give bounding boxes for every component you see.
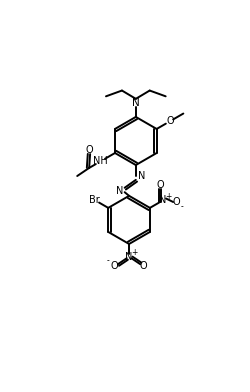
Text: N: N [126,252,133,262]
Text: O: O [157,180,164,190]
Text: +: + [131,248,138,256]
Text: O: O [140,261,147,271]
Text: Br: Br [89,195,100,205]
Text: +: + [165,192,171,201]
Text: O: O [86,145,94,155]
Text: O: O [166,116,174,126]
Text: -: - [181,202,184,211]
Text: NH: NH [93,156,108,167]
Text: N: N [159,196,166,205]
Text: N: N [116,186,123,196]
Text: O: O [110,261,118,271]
Text: O: O [173,197,180,207]
Text: N: N [138,171,145,181]
Text: -: - [107,256,110,265]
Text: N: N [132,98,140,108]
